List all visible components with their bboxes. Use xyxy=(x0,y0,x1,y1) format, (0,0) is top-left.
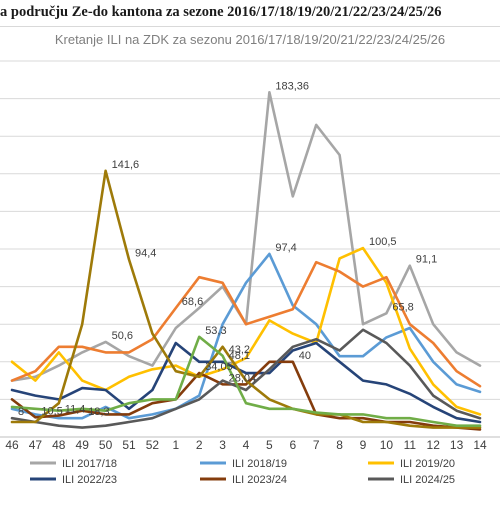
x-tick-label: 3 xyxy=(219,438,226,452)
data-label: 141,6 xyxy=(112,159,140,171)
chart-svg: Kretanje ILI na ZDK za sezonu 2016/17/18… xyxy=(0,32,500,486)
series-line-6 xyxy=(10,260,482,388)
legend-label: ILI 2023/24 xyxy=(232,474,287,486)
data-label: 53,3 xyxy=(205,325,226,337)
x-tick-label: 11 xyxy=(404,438,417,452)
chart-title: Kretanje ILI na ZDK za sezonu 2016/17/18… xyxy=(55,32,445,47)
legend-label: ILI 2019/20 xyxy=(400,458,455,470)
data-label: 100,5 xyxy=(369,236,397,248)
x-tick-label: 8 xyxy=(336,438,343,452)
series-line-3 xyxy=(10,341,482,424)
x-tick-label: 6 xyxy=(289,438,296,452)
legend-label: ILI 2022/23 xyxy=(62,474,117,486)
x-tick-label: 4 xyxy=(243,438,250,452)
x-tick-label: 13 xyxy=(450,438,464,452)
x-tick-label: 50 xyxy=(99,438,113,452)
series-line-8 xyxy=(10,335,482,428)
data-label: 43,2 xyxy=(229,344,250,356)
data-label: 183,36 xyxy=(275,80,309,92)
data-label: 97,4 xyxy=(275,242,296,254)
data-label: 10,5 xyxy=(41,405,62,417)
x-tick-label: 9 xyxy=(360,438,367,452)
data-label: 50,6 xyxy=(112,330,133,342)
x-tick-label: 12 xyxy=(427,438,441,452)
data-label: 48,1 xyxy=(229,350,250,362)
x-tick-label: 14 xyxy=(473,438,487,452)
x-tick-label: 47 xyxy=(29,438,43,452)
legend-label: ILI 2018/19 xyxy=(232,458,287,470)
data-label: 91,1 xyxy=(416,254,437,266)
x-tick-label: 49 xyxy=(76,438,90,452)
x-tick-label: 1 xyxy=(172,438,179,452)
data-label: 11,4 xyxy=(65,404,86,416)
legend-label: ILI 2017/18 xyxy=(62,458,117,470)
series-line-0 xyxy=(10,91,482,382)
data-label: 18,3 xyxy=(88,406,109,418)
series-line-7 xyxy=(10,169,482,429)
ili-chart: Kretanje ILI na ZDK za sezonu 2016/17/18… xyxy=(0,26,500,500)
x-tick-label: 5 xyxy=(266,438,273,452)
x-tick-label: 48 xyxy=(52,438,66,452)
x-tick-label: 46 xyxy=(5,438,19,452)
data-label: 65,8 xyxy=(392,301,413,313)
data-label: 40 xyxy=(299,350,311,362)
series-line-4 xyxy=(10,360,482,431)
series-line-1 xyxy=(10,252,482,420)
x-tick-label: 2 xyxy=(196,438,203,452)
x-tick-label: 52 xyxy=(146,438,160,452)
x-tick-label: 10 xyxy=(380,438,394,452)
data-label: 8 xyxy=(18,406,24,418)
x-tick-label: 7 xyxy=(313,438,320,452)
legend-label: ILI 2024/25 xyxy=(400,474,455,486)
data-label: 68,6 xyxy=(182,296,203,308)
x-tick-label: 51 xyxy=(122,438,136,452)
page-title: a području Ze-do kantona za sezone 2016/… xyxy=(0,4,442,20)
data-label: 94,4 xyxy=(135,248,156,260)
data-label: 28,04 xyxy=(229,372,257,384)
series-line-2 xyxy=(10,246,482,416)
data-label: 34,05 xyxy=(205,361,233,373)
series-line-5 xyxy=(10,328,482,429)
